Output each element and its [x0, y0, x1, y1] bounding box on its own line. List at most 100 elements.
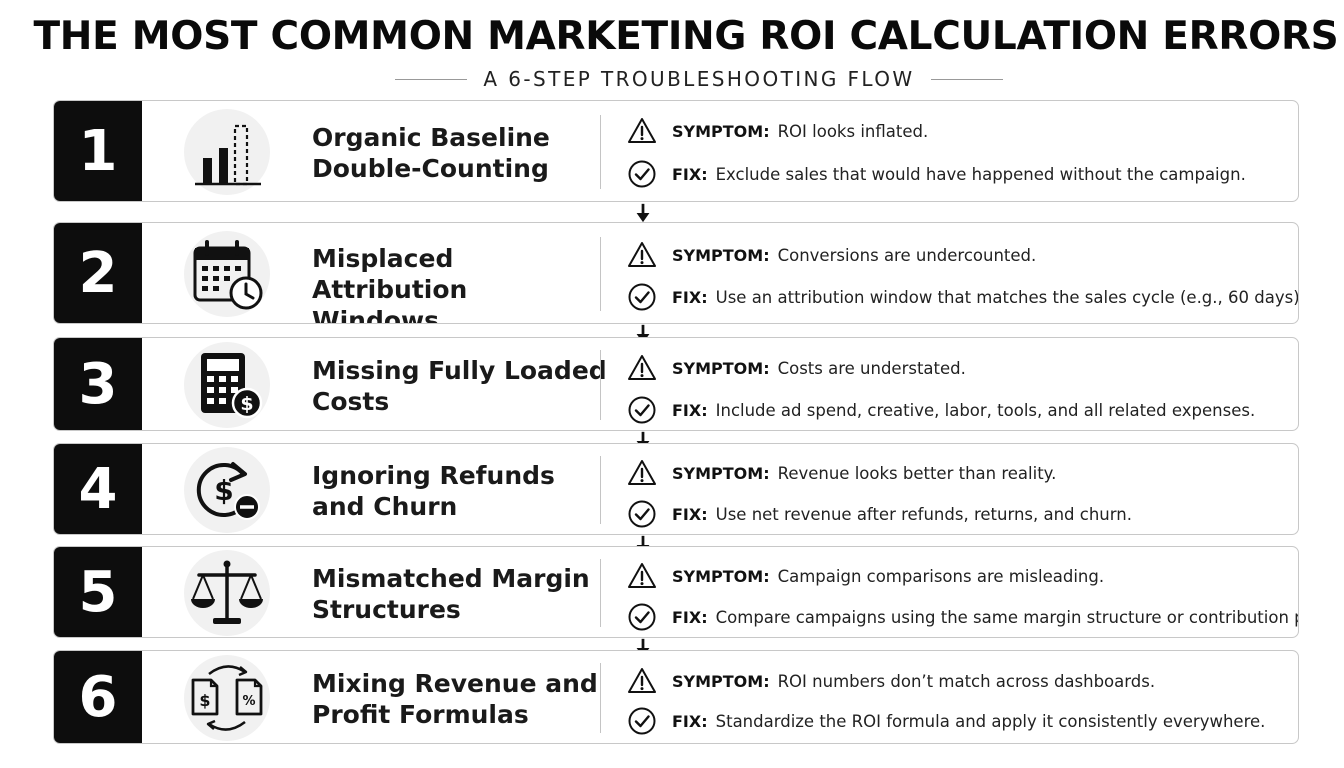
- symptom-row: SYMPTOM: ROI looks inflated.: [627, 116, 928, 146]
- scale-icon: [184, 550, 270, 636]
- symptom-text: Campaign comparisons are misleading.: [777, 566, 1105, 586]
- check-circle-icon: [628, 603, 656, 631]
- step-divider: [600, 115, 601, 189]
- step-title: Mixing Revenue and Profit Formulas: [312, 668, 612, 730]
- check-circle-icon: [628, 500, 656, 528]
- fix-text: Use an attribution window that matches t…: [715, 287, 1299, 307]
- svg-text:$: $: [214, 474, 233, 507]
- symptom-row: SYMPTOM: Revenue looks better than reali…: [627, 458, 1056, 488]
- calendar-clock-icon: [184, 231, 270, 317]
- symptom-row: SYMPTOM: ROI numbers don’t match across …: [627, 666, 1155, 696]
- warning-icon: [628, 563, 656, 588]
- step-title-line-2: Windows: [312, 306, 439, 324]
- warning-icon: [628, 668, 656, 693]
- step-number-badge: 5: [54, 547, 142, 637]
- step-title: Missing Fully Loaded Costs: [312, 355, 612, 417]
- step-number-badge: 6: [54, 651, 142, 743]
- calculator-dollar-icon: $: [184, 342, 270, 428]
- step-card-6: 6 $ % Mixing Revenue and Profit Formulas…: [53, 650, 1299, 744]
- fix-row: FIX: Use net revenue after refunds, retu…: [627, 499, 1132, 529]
- warning-icon: [628, 355, 656, 380]
- step-title-line-1: Mixing Revenue and: [312, 669, 598, 698]
- step-title: Ignoring Refunds and Churn: [312, 460, 612, 522]
- symptom-text: ROI numbers don’t match across dashboard…: [777, 671, 1156, 691]
- fix-text: Standardize the ROI formula and apply it…: [715, 711, 1266, 731]
- bar-chart-icon: [184, 109, 270, 195]
- step-number-badge: 2: [54, 223, 142, 323]
- refund-icon: $: [184, 447, 270, 533]
- svg-text:$: $: [199, 691, 210, 710]
- step-title-line-2: Costs: [312, 387, 390, 416]
- fix-row: FIX: Use an attribution window that matc…: [627, 282, 1299, 312]
- fix-label: FIX:: [672, 400, 708, 420]
- step-card-3: 3 $ Missing Fully Loaded Costs SYMPTOM: …: [53, 337, 1299, 431]
- fix-label: FIX:: [672, 711, 708, 731]
- step-card-1: 1 Organic Baseline Double-Counting SYMPT…: [53, 100, 1299, 202]
- step-title-line-2: and Churn: [312, 492, 458, 521]
- step-divider: [600, 663, 601, 733]
- symptom-label: SYMPTOM:: [672, 671, 770, 691]
- step-title-line-1: Ignoring Refunds: [312, 461, 555, 490]
- step-number-badge: 4: [54, 444, 142, 534]
- fix-row: FIX: Exclude sales that would have happe…: [627, 159, 1246, 189]
- symptom-row: SYMPTOM: Costs are understated.: [627, 353, 966, 383]
- symptom-text: Revenue looks better than reality.: [777, 463, 1057, 483]
- step-card-2: 2 Misplaced Attribution Windows SYMPTOM:…: [53, 222, 1299, 324]
- step-title-line-2: Double-Counting: [312, 154, 549, 183]
- check-circle-icon: [628, 283, 656, 311]
- fix-row: FIX: Standardize the ROI formula and app…: [627, 706, 1265, 736]
- step-divider: [600, 237, 601, 311]
- documents-exchange-icon: $ %: [184, 655, 270, 741]
- check-circle-icon: [628, 707, 656, 735]
- subtitle-rule-left: [395, 78, 468, 80]
- step-divider: [600, 559, 601, 627]
- step-title-line-1: Misplaced Attribution: [312, 244, 468, 304]
- step-number-badge: 1: [54, 101, 142, 201]
- check-circle-icon: [628, 160, 656, 188]
- symptom-text: Costs are understated.: [777, 358, 966, 378]
- step-title: Misplaced Attribution Windows: [312, 243, 612, 324]
- symptom-row: SYMPTOM: Conversions are undercounted.: [627, 240, 1036, 270]
- step-divider: [600, 456, 601, 524]
- flow-arrow-down-icon: [636, 203, 650, 223]
- warning-icon: [628, 460, 656, 485]
- fix-label: FIX:: [672, 607, 708, 627]
- step-number-badge: 3: [54, 338, 142, 430]
- step-card-5: 5 Mismatched Margin Structures SYMPTOM: …: [53, 546, 1299, 638]
- symptom-label: SYMPTOM:: [672, 358, 770, 378]
- page-title: THE MOST COMMON MARKETING ROI CALCULATIO…: [33, 14, 1339, 59]
- symptom-label: SYMPTOM:: [672, 463, 770, 483]
- step-title: Mismatched Margin Structures: [312, 563, 612, 625]
- symptom-row: SYMPTOM: Campaign comparisons are mislea…: [627, 561, 1104, 591]
- fix-label: FIX:: [672, 164, 708, 184]
- svg-text:$: $: [240, 393, 253, 415]
- subtitle-rule-right: [930, 78, 1003, 80]
- symptom-text: Conversions are undercounted.: [777, 245, 1037, 265]
- fix-text: Use net revenue after refunds, returns, …: [715, 504, 1132, 524]
- fix-label: FIX:: [672, 504, 708, 524]
- fix-text: Include ad spend, creative, labor, tools…: [715, 400, 1256, 420]
- step-title-line-2: Structures: [312, 595, 461, 624]
- symptom-text: ROI looks inflated.: [777, 121, 929, 141]
- fix-text: Exclude sales that would have happened w…: [715, 164, 1246, 184]
- step-divider: [600, 350, 601, 420]
- step-title-line-1: Missing Fully Loaded: [312, 356, 607, 385]
- step-card-4: 4 $ Ignoring Refunds and Churn SYMPTOM: …: [53, 443, 1299, 535]
- fix-row: FIX: Compare campaigns using the same ma…: [627, 602, 1299, 632]
- warning-icon: [628, 118, 656, 143]
- step-title-line-2: Profit Formulas: [312, 700, 529, 729]
- subtitle-row: A 6-STEP TROUBLESHOOTING FLOW: [395, 66, 1003, 92]
- fix-row: FIX: Include ad spend, creative, labor, …: [627, 395, 1255, 425]
- step-title-line-1: Mismatched Margin: [312, 564, 590, 593]
- fix-text: Compare campaigns using the same margin …: [715, 607, 1299, 627]
- svg-text:%: %: [242, 694, 255, 709]
- symptom-label: SYMPTOM:: [672, 566, 770, 586]
- page-subtitle: A 6-STEP TROUBLESHOOTING FLOW: [483, 67, 915, 91]
- symptom-label: SYMPTOM:: [672, 245, 770, 265]
- symptom-label: SYMPTOM:: [672, 121, 770, 141]
- fix-label: FIX:: [672, 287, 708, 307]
- step-title: Organic Baseline Double-Counting: [312, 122, 612, 184]
- check-circle-icon: [628, 396, 656, 424]
- step-title-line-1: Organic Baseline: [312, 123, 550, 152]
- warning-icon: [628, 242, 656, 267]
